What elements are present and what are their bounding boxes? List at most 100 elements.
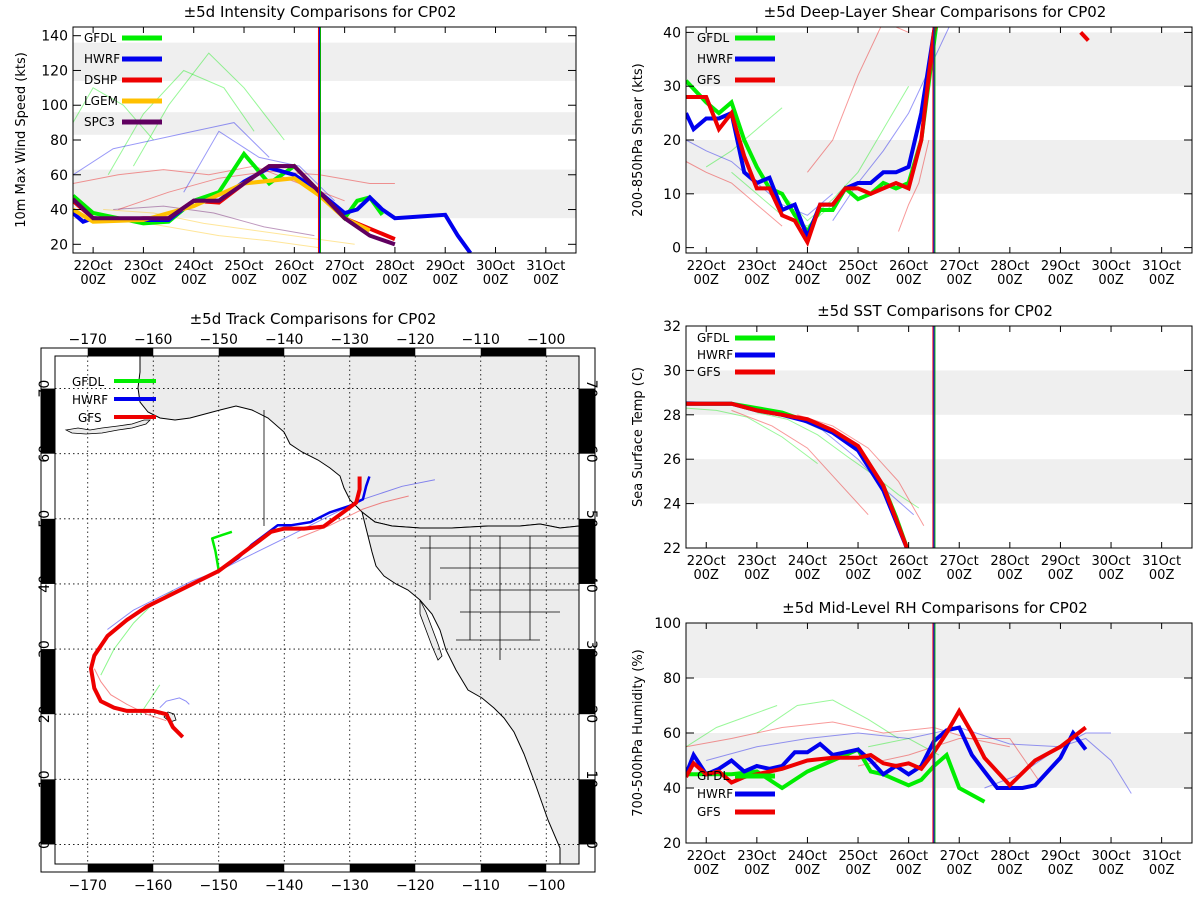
x-tick-label: 26Oct <box>889 259 928 274</box>
x-tick-label: 22Oct <box>74 259 113 274</box>
x-tick-label: 26Oct <box>889 849 928 864</box>
lat-label-left: 0 <box>37 840 53 849</box>
model-series <box>686 401 910 548</box>
x-tick-label-time: 00Z <box>533 273 559 288</box>
x-tick-label: 29Oct <box>1041 554 1080 569</box>
ensemble-track-gfs <box>93 668 167 722</box>
y-tick-label: 20 <box>50 237 68 253</box>
ensemble-line-gfdl <box>686 407 818 465</box>
y-tick-label: 60 <box>50 168 68 184</box>
lon-label-top: −140 <box>265 332 303 348</box>
legend-label-spc3: SPC3 <box>84 115 115 129</box>
ensemble-line-gfdl <box>107 69 255 176</box>
y-axis-label: Sea Surface Temp (C) <box>631 367 646 507</box>
x-tick-label-time: 00Z <box>896 863 922 878</box>
lat-label-right: 40 <box>583 575 599 593</box>
ensemble-line-gfs <box>731 409 869 516</box>
border-segment <box>218 864 285 872</box>
x-tick-label: 30Oct <box>1092 259 1131 274</box>
rh-chart: ±5d Mid-Level RH Comparisons for CP02 22… <box>631 599 1193 878</box>
x-tick-label: 27Oct <box>325 259 364 274</box>
series-line-hwrf <box>686 725 1088 790</box>
x-tick-label: 28Oct <box>990 554 1029 569</box>
ensemble-track-hwrf <box>159 697 190 709</box>
x-tick-label-time: 00Z <box>131 273 157 288</box>
y-tick-label: 24 <box>663 497 681 513</box>
track-map-chart: ±5d Track Comparisons for CP02 <box>37 310 599 894</box>
lon-label-top: −100 <box>527 332 565 348</box>
ensemble-line-gfs <box>797 414 925 527</box>
lon-label-top: −110 <box>462 332 500 348</box>
y-tick-label: 80 <box>663 671 681 687</box>
shaded-band <box>686 623 1192 678</box>
ensemble-line-gfdl <box>756 412 920 509</box>
series-line-gfs <box>686 706 1087 789</box>
lat-label-left: 50 <box>37 510 53 528</box>
border-segment <box>579 388 595 454</box>
chart-title: ±5d Intensity Comparisons for CP02 <box>184 3 457 21</box>
x-tick-label: 24Oct <box>788 849 827 864</box>
aleutian-islands <box>64 419 151 435</box>
shaded-band <box>73 112 576 135</box>
graticule-grid <box>55 356 579 864</box>
x-tick-label-time: 00Z <box>744 273 770 288</box>
x-tick-label-time: 00Z <box>694 568 720 583</box>
y-tick-label: 32 <box>663 319 681 335</box>
x-tick-label-time: 00Z <box>744 863 770 878</box>
lon-label-top: −170 <box>69 332 107 348</box>
x-tick-label: 23Oct <box>737 849 776 864</box>
legend-label-dshp: DSHP <box>84 73 117 87</box>
axes: 22Oct00Z23Oct00Z24Oct00Z25Oct00Z26Oct00Z… <box>663 319 1192 583</box>
ensemble-line-hwrf <box>183 130 335 202</box>
legend-label-gfs: GFS <box>78 411 102 425</box>
legend-label-hwrf: HWRF <box>84 52 120 66</box>
lat-label-right: 50 <box>583 510 599 528</box>
y-tick-label: 140 <box>41 29 68 45</box>
legend-label-gfdl: GFDL <box>697 31 729 45</box>
legend: GFDL HWRF GFS <box>72 375 156 425</box>
x-tick-label-time: 00Z <box>432 273 458 288</box>
y-tick-label: 22 <box>663 541 681 557</box>
axes: 22Oct00Z23Oct00Z24Oct00Z25Oct00Z26Oct00Z… <box>654 616 1192 878</box>
model-series <box>686 27 1090 247</box>
series-line-gfs <box>1079 31 1090 42</box>
y-tick-label: 10 <box>663 187 681 203</box>
ensemble-line-gfdl <box>686 705 778 748</box>
legend-label-gfdl: GFDL <box>697 769 729 783</box>
x-tick-label: 22Oct <box>687 554 726 569</box>
y-tick-label: 100 <box>41 98 68 114</box>
chart-title: ±5d Track Comparisons for CP02 <box>190 310 437 328</box>
axes: 22Oct00Z23Oct00Z24Oct00Z25Oct00Z26Oct00Z… <box>663 25 1192 288</box>
y-axis-label: 200-850hPa Shear (kts) <box>631 63 646 216</box>
lat-label-left: 60 <box>37 445 53 463</box>
ensemble-line-gfs <box>807 27 909 173</box>
current-time-line <box>317 27 321 253</box>
x-tick-label-time: 00Z <box>845 863 871 878</box>
x-tick-label: 30Oct <box>476 259 515 274</box>
x-tick-label-time: 00Z <box>997 863 1023 878</box>
y-tick-label: 80 <box>50 133 68 149</box>
lon-label-top: −160 <box>134 332 172 348</box>
current-time-line <box>932 326 936 548</box>
model-series <box>73 150 473 253</box>
y-tick-label: 0 <box>672 241 681 257</box>
lon-label-bottom: −150 <box>200 878 238 894</box>
series-line-gfs <box>686 27 937 247</box>
border-segment <box>579 779 595 845</box>
x-tick-label: 31Oct <box>1142 554 1181 569</box>
x-tick-label-time: 00Z <box>947 273 973 288</box>
land-masses <box>64 355 580 865</box>
ensemble-line-spc3 <box>113 205 315 237</box>
y-tick-label: 20 <box>663 133 681 149</box>
y-tick-label: 40 <box>663 25 681 41</box>
x-tick-label: 23Oct <box>124 259 163 274</box>
shaded-band <box>686 140 1192 194</box>
north-america-landmass <box>361 510 580 865</box>
border-segment <box>87 348 154 356</box>
ensemble-line-gfs <box>686 161 783 227</box>
map-axes: −170 −170 −160 −160 −150 −150 −140 −140 −130 −130… <box>37 332 599 894</box>
ensemble-tracks <box>93 479 435 722</box>
lon-label-top: −120 <box>396 332 434 348</box>
x-tick-label-time: 00Z <box>181 273 207 288</box>
x-tick-label: 23Oct <box>737 554 776 569</box>
